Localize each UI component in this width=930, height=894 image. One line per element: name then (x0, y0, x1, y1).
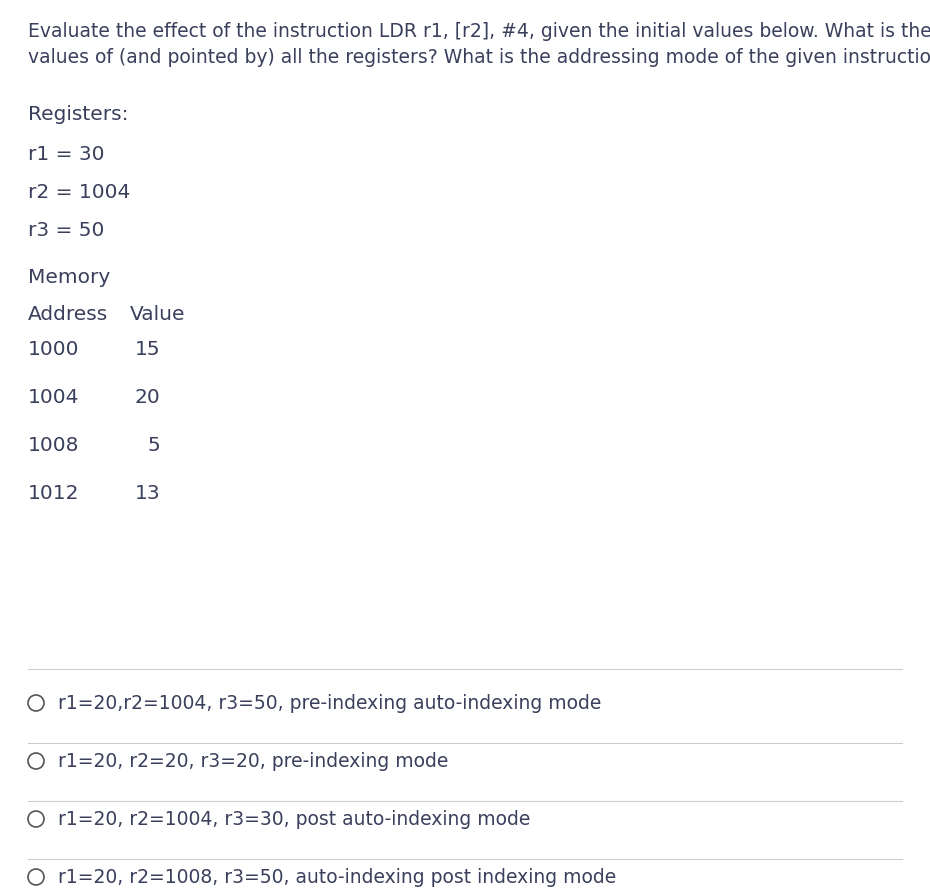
Text: r1=20,r2=1004, r3=50, pre-indexing auto-indexing mode: r1=20,r2=1004, r3=50, pre-indexing auto-… (58, 693, 602, 713)
Text: r3 = 50: r3 = 50 (28, 221, 104, 240)
Text: Registers:: Registers: (28, 105, 128, 124)
Text: Address: Address (28, 305, 108, 324)
Text: r2 = 1004: r2 = 1004 (28, 182, 130, 202)
Text: r1=20, r2=20, r3=20, pre-indexing mode: r1=20, r2=20, r3=20, pre-indexing mode (58, 751, 448, 770)
Text: 20: 20 (134, 388, 160, 407)
Text: 1000: 1000 (28, 340, 79, 358)
Text: 13: 13 (134, 484, 160, 502)
Text: 1008: 1008 (28, 435, 79, 454)
Text: r1=20, r2=1008, r3=50, auto-indexing post indexing mode: r1=20, r2=1008, r3=50, auto-indexing pos… (58, 867, 617, 886)
Text: 5: 5 (147, 435, 160, 454)
Text: r1=20, r2=1004, r3=30, post auto-indexing mode: r1=20, r2=1004, r3=30, post auto-indexin… (58, 809, 530, 828)
Text: 1004: 1004 (28, 388, 79, 407)
Text: Memory: Memory (28, 267, 111, 287)
Text: 1012: 1012 (28, 484, 79, 502)
Text: r1 = 30: r1 = 30 (28, 145, 104, 164)
Text: Evaluate the effect of the instruction LDR r1, [r2], #4, given the initial value: Evaluate the effect of the instruction L… (28, 22, 930, 41)
Text: values of (and pointed by) all the registers? What is the addressing mode of the: values of (and pointed by) all the regis… (28, 48, 930, 67)
Text: 15: 15 (134, 340, 160, 358)
Text: Value: Value (130, 305, 185, 324)
